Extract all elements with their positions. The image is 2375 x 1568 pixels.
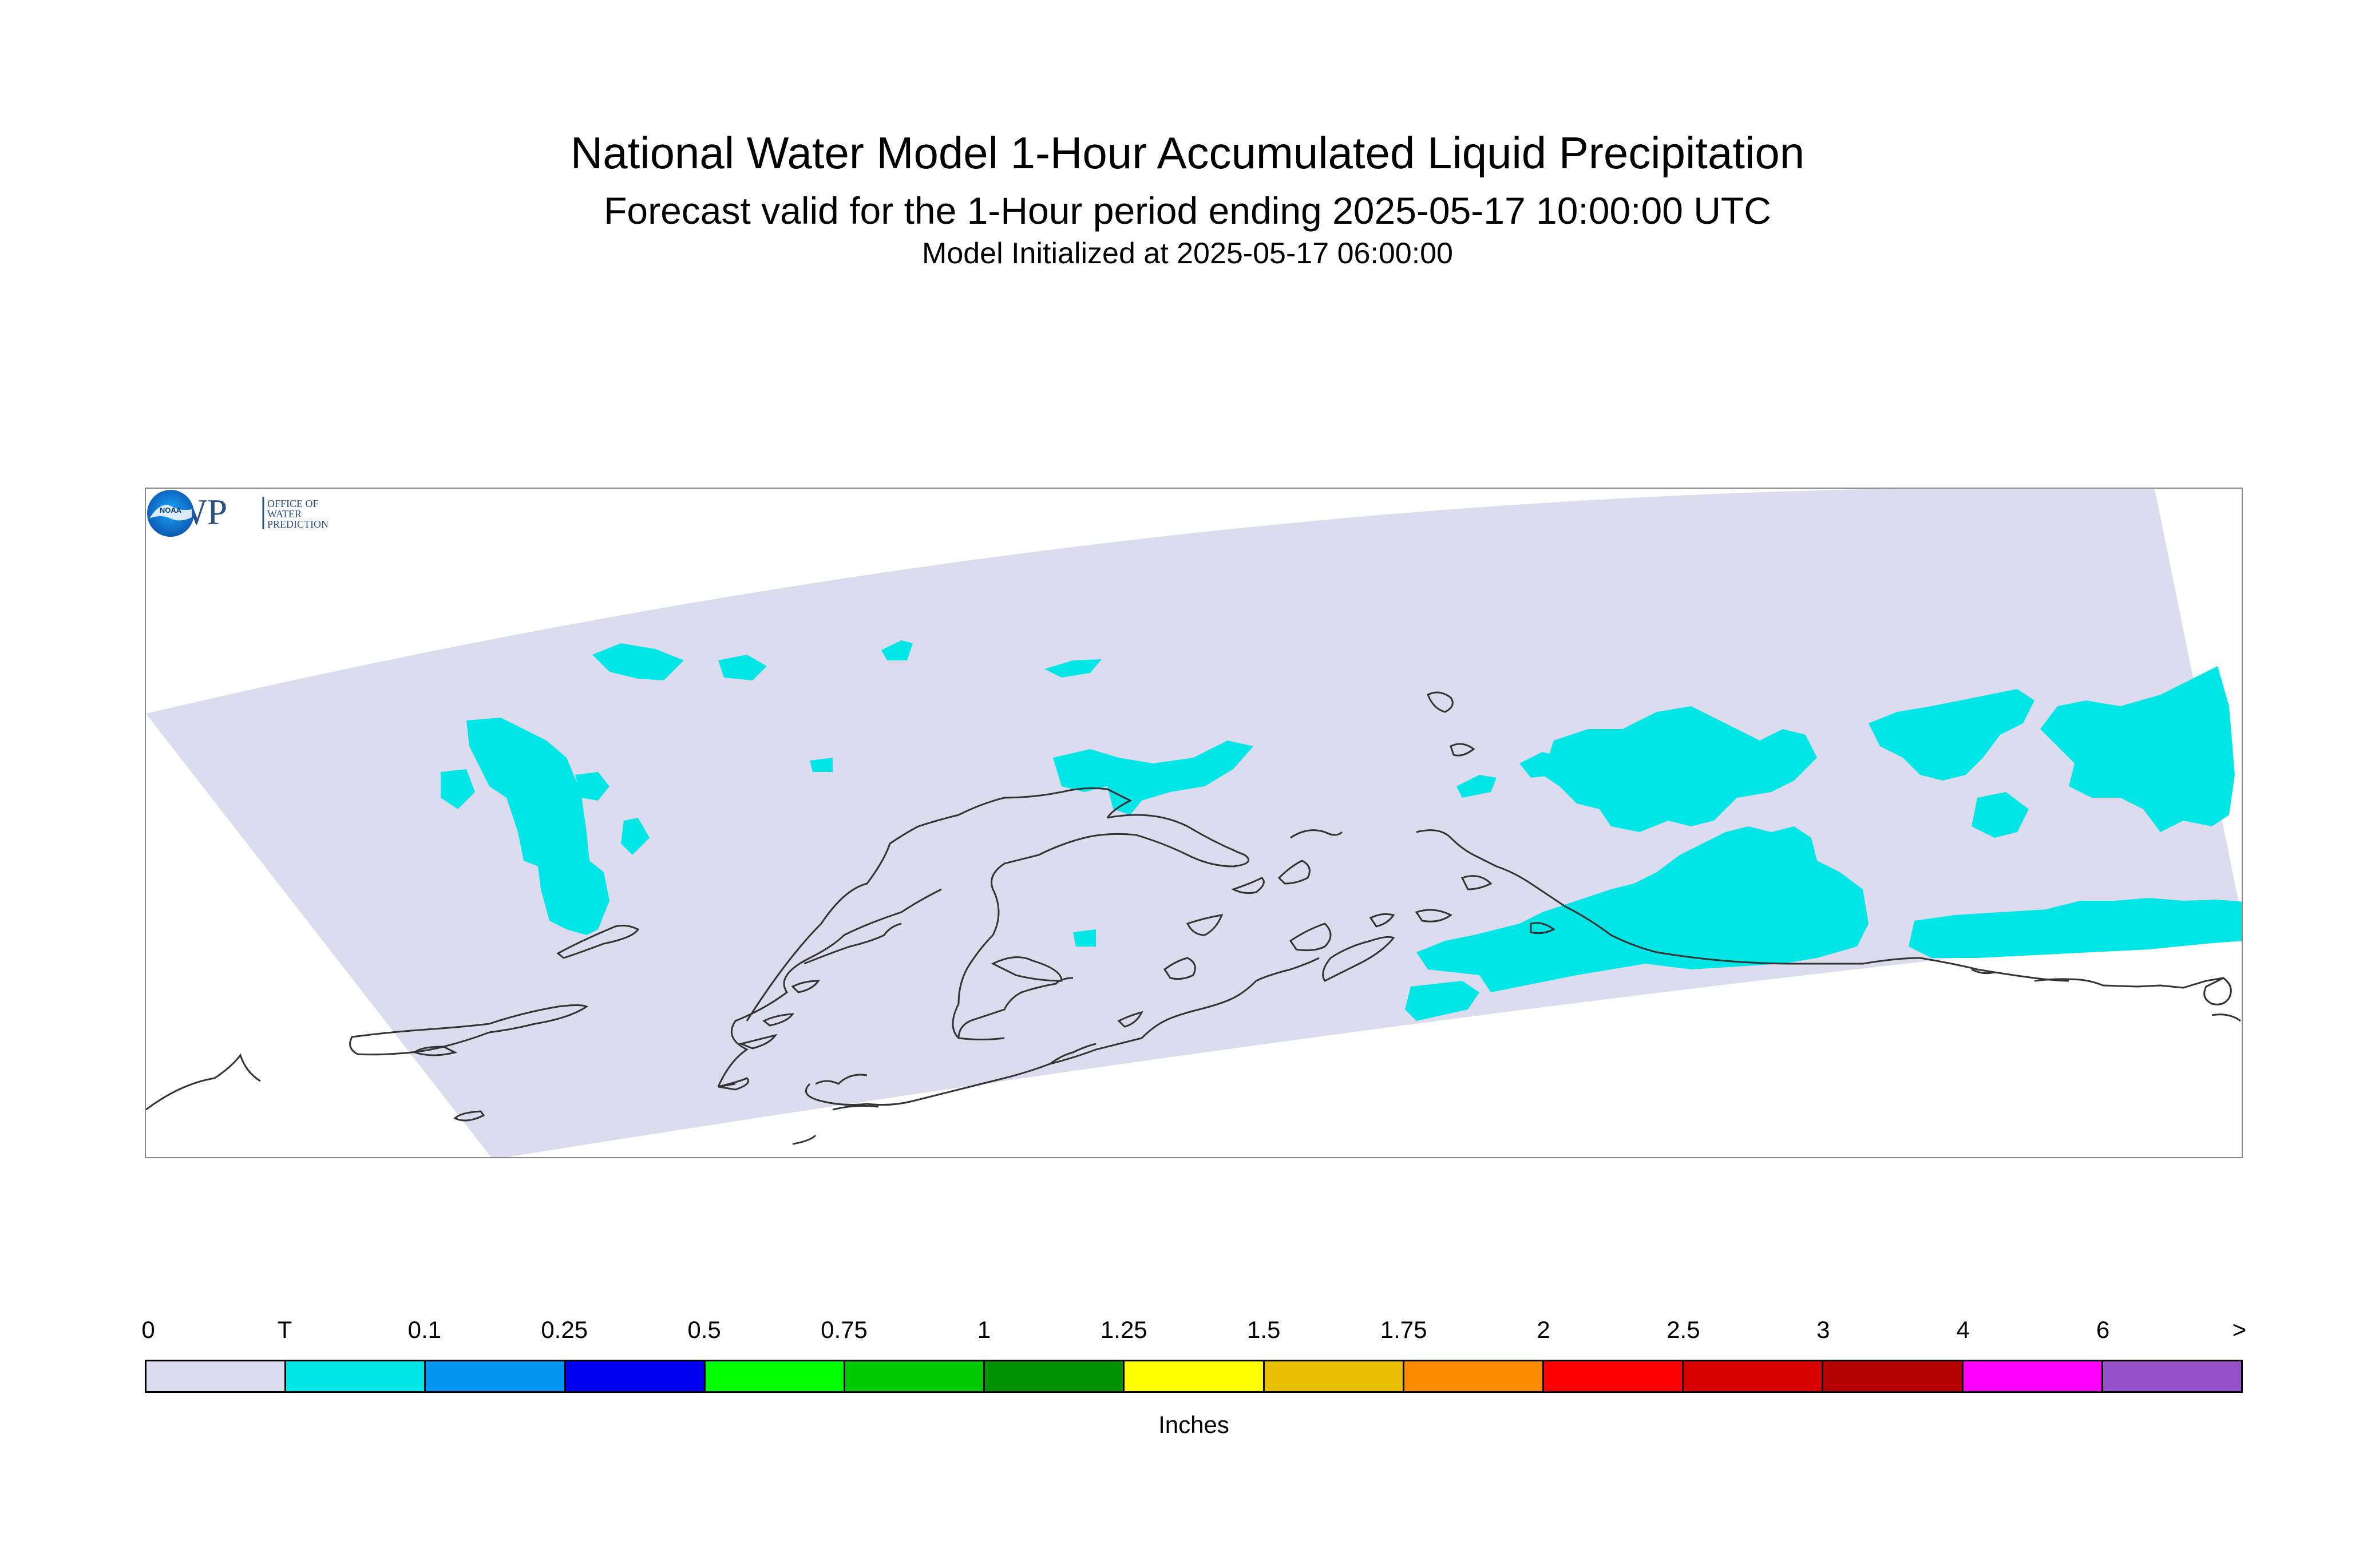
legend-tick-label: 6 [2096,1316,2110,1343]
map-subtitle: Forecast valid for the 1-Hour period end… [604,189,1771,232]
legend-swatch [985,1361,1125,1391]
legend-tick-label: 0.5 [687,1316,721,1343]
legend-units-label: Inches [1158,1411,1229,1438]
legend-swatch [845,1361,985,1391]
owp-logo-text: WATER [267,508,302,520]
legend-swatch [565,1361,706,1391]
legend-swatch [147,1361,287,1391]
legend-tick-label: 1.5 [1246,1316,1281,1343]
precipitation-map: OWP OFFICE OF WATER PREDICTION NOAA [145,488,2243,1158]
trace-precipitation-areas [441,640,2242,1021]
legend-tick-label: 4 [1956,1316,1970,1343]
legend-swatch [1264,1361,1404,1391]
legend-swatch [1125,1361,1265,1391]
noaa-logo: NOAA [147,490,194,537]
legend-tick-label: > [2232,1316,2247,1343]
map-canvas [146,489,2242,1157]
legend-tick-label: 0.25 [541,1316,588,1343]
legend-tick-label: 1 [977,1316,991,1343]
legend-tick-label: 0.1 [407,1316,441,1343]
legend-swatch [1544,1361,1684,1391]
owp-logo-text: PREDICTION [267,518,328,530]
model-domain [146,489,2242,1157]
legend-tick-label: 1.75 [1380,1316,1427,1343]
owp-logo-text: OFFICE OF [267,498,319,509]
legend-swatch [1963,1361,2103,1391]
legend-swatch [286,1361,426,1391]
legend-swatch [426,1361,566,1391]
legend-swatch [1684,1361,1824,1391]
noaa-logo-text: NOAA [160,506,182,514]
legend-tick-label: T [277,1316,292,1343]
legend-swatch [1404,1361,1545,1391]
coastline-outlines [146,691,2241,1145]
legend-tick-label: 0 [141,1316,155,1343]
legend-swatch [705,1361,846,1391]
legend-color-bar [145,1360,2243,1393]
legend-tick-label: 2 [1537,1316,1550,1343]
legend-swatch [1823,1361,1964,1391]
precipitation-legend: 0 T 0.1 0.25 0.5 0.75 1 1.25 1.5 1.75 2 2.5 3 4 6 > Inc… [141,1316,2246,1442]
legend-tick-label: 3 [1816,1316,1830,1343]
legend-tick-label: 1.25 [1100,1316,1147,1343]
map-title: National Water Model 1-Hour Accumulated … [570,128,1805,178]
legend-swatch [2103,1361,2242,1391]
legend-tick-label: 2.5 [1667,1316,1700,1343]
model-init-text: Model Initialized at 2025-05-17 06:00:00 [922,237,1453,270]
legend-tick-label: 0.75 [821,1316,868,1343]
